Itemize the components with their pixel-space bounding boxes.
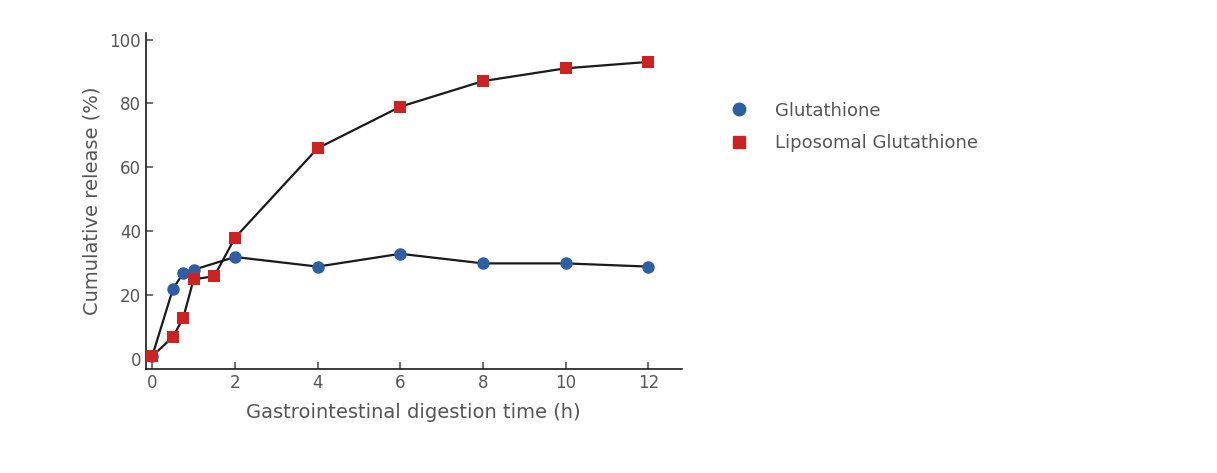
Legend: Glutathione, Liposomal Glutathione: Glutathione, Liposomal Glutathione [712,93,987,161]
X-axis label: Gastrointestinal digestion time (h): Gastrointestinal digestion time (h) [247,403,581,422]
Y-axis label: Cumulative release (%): Cumulative release (%) [83,87,101,315]
